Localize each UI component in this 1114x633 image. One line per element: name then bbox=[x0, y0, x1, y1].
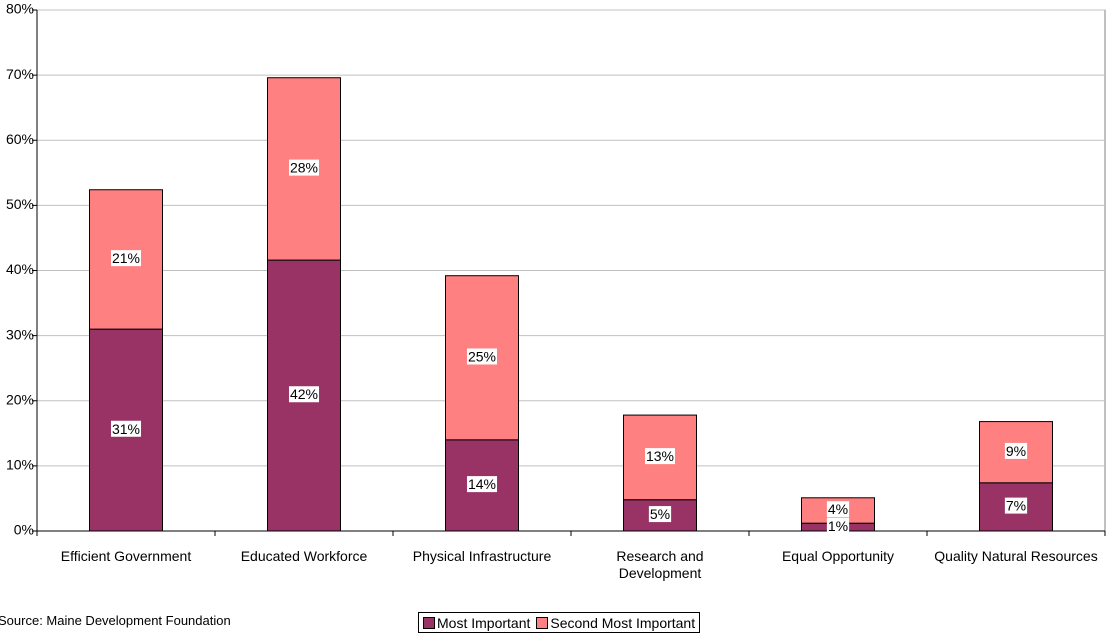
data-label: 13% bbox=[646, 448, 674, 464]
data-label: 21% bbox=[112, 250, 140, 266]
data-label-group: 4% bbox=[826, 501, 850, 518]
data-label-bg bbox=[288, 386, 320, 403]
data-label-bg bbox=[466, 476, 498, 493]
legend-swatch bbox=[536, 616, 549, 629]
data-label-bg bbox=[466, 348, 498, 365]
data-label-group: 25% bbox=[466, 348, 498, 365]
data-label: 7% bbox=[1006, 498, 1026, 514]
data-label: 9% bbox=[1006, 443, 1026, 459]
data-label-bg bbox=[110, 250, 142, 267]
data-label-group: 14% bbox=[466, 476, 498, 493]
y-tick-label: 70% bbox=[6, 66, 34, 82]
legend-item: Second Most Important bbox=[536, 615, 695, 631]
y-tick-label: 30% bbox=[6, 326, 34, 342]
legend-label: Most Important bbox=[437, 614, 531, 631]
y-tick-label: 20% bbox=[6, 391, 34, 407]
data-label-bg bbox=[644, 448, 676, 465]
chart: 0% 10% 20% 30% 40% 50% 60% 70% 80% 31% 21% 42% 28% 14… bbox=[6, 1, 1106, 538]
data-label-group: 1% bbox=[826, 517, 850, 534]
x-tick-label: Quality Natural Resources bbox=[934, 548, 1098, 564]
data-label-group: 9% bbox=[1004, 442, 1028, 459]
y-tick-label: 10% bbox=[6, 457, 34, 473]
data-label-group: 7% bbox=[1004, 497, 1028, 514]
y-tick-label: 50% bbox=[6, 196, 34, 212]
data-label-group: 42% bbox=[288, 386, 320, 403]
y-tick-label: 40% bbox=[6, 261, 34, 277]
x-tick-label: Educated Workforce bbox=[240, 548, 368, 564]
legend-swatch bbox=[423, 616, 435, 629]
data-label-bg bbox=[826, 517, 850, 534]
data-label: 42% bbox=[290, 386, 318, 402]
data-label: 5% bbox=[650, 506, 670, 522]
data-label: 28% bbox=[290, 160, 318, 176]
x-tick-label: Research and Development bbox=[616, 548, 704, 581]
legend-label: Second Most Important bbox=[550, 614, 696, 631]
data-label-group: 21% bbox=[110, 250, 142, 267]
x-tick-label: Equal Opportunity bbox=[781, 548, 895, 564]
data-label-bg bbox=[1004, 442, 1028, 459]
y-tick-label: 80% bbox=[6, 1, 34, 17]
data-label-bg bbox=[826, 501, 850, 518]
data-label: 1% bbox=[828, 518, 848, 534]
data-label: 14% bbox=[468, 476, 496, 492]
x-tick-label: Efficient Government bbox=[60, 548, 192, 564]
legend: Most Important Second Most Important bbox=[418, 612, 701, 633]
data-label: 4% bbox=[828, 501, 848, 517]
data-label-bg bbox=[1004, 497, 1028, 514]
data-label-group: 13% bbox=[644, 448, 676, 465]
x-tick-label: Physical Infrastructure bbox=[412, 548, 552, 564]
data-label-group: 31% bbox=[110, 420, 142, 437]
legend-item: Most Important bbox=[423, 615, 530, 631]
y-tick-label: 60% bbox=[6, 131, 34, 147]
data-label-bg bbox=[288, 159, 320, 176]
data-label: 31% bbox=[112, 421, 140, 437]
data-label: 25% bbox=[468, 348, 496, 364]
data-label-bg bbox=[110, 420, 142, 437]
source-note: Source: Maine Development Foundation bbox=[0, 613, 231, 628]
data-label-group: 5% bbox=[648, 506, 672, 523]
data-label-bg bbox=[648, 506, 672, 523]
data-label-group: 28% bbox=[288, 159, 320, 176]
y-tick-label: 0% bbox=[14, 522, 34, 538]
